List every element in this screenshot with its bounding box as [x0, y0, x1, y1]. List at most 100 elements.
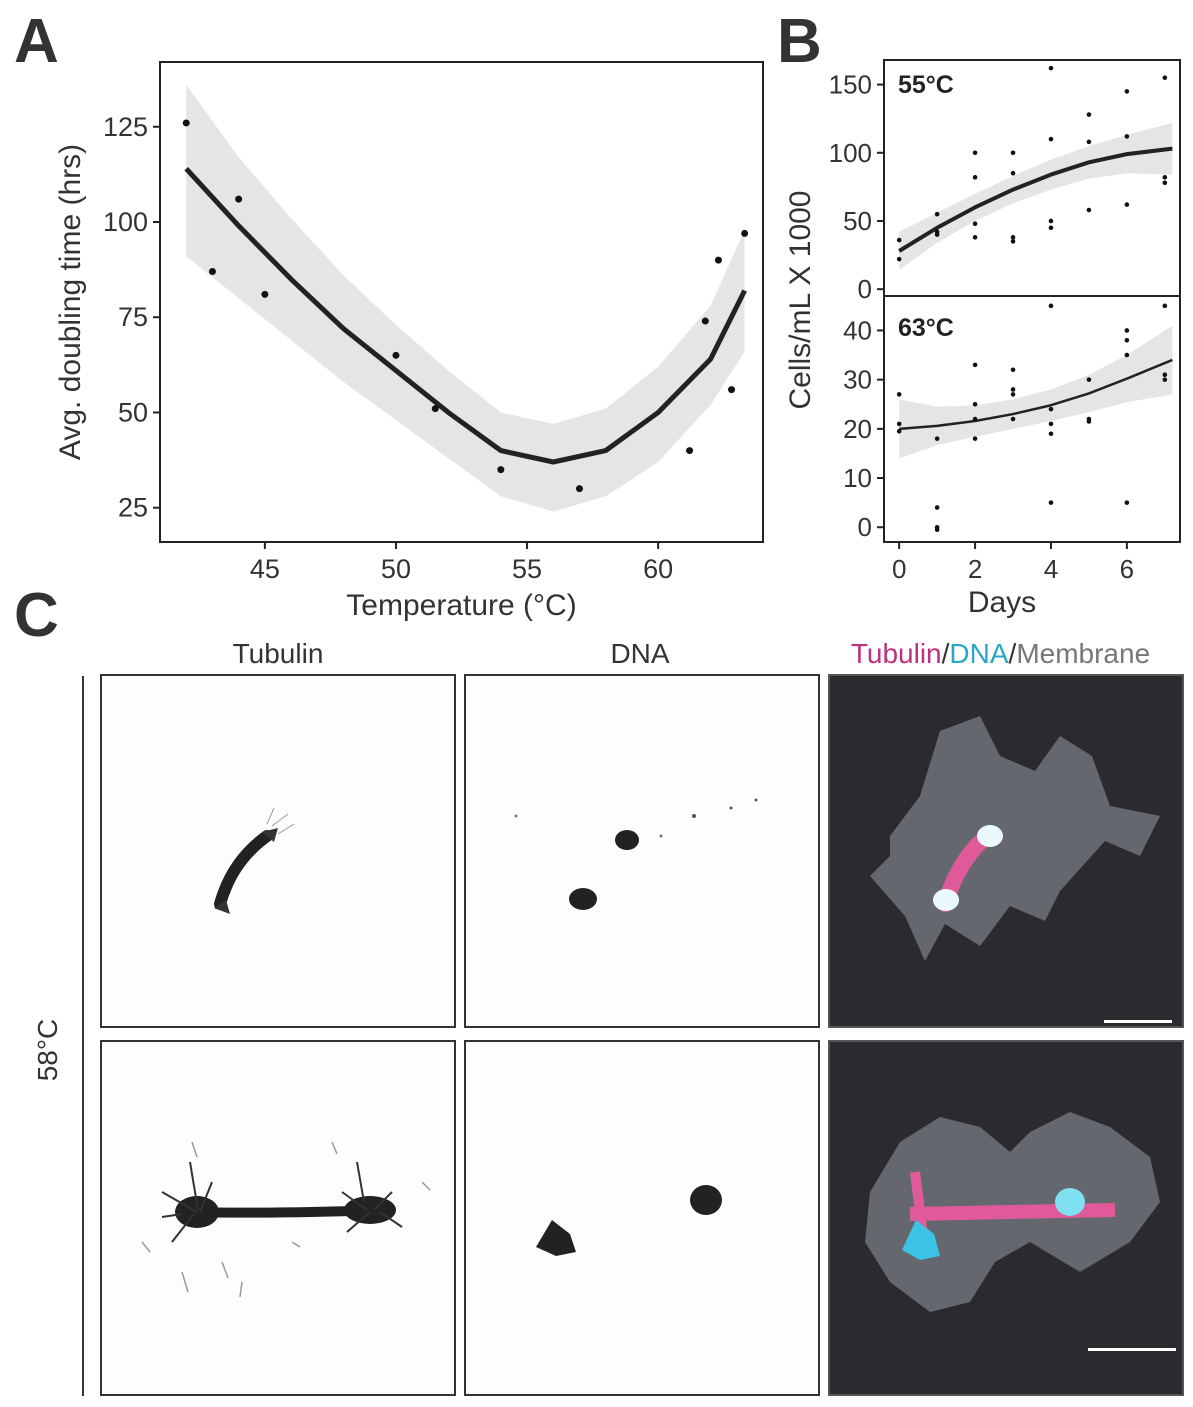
data-point-14	[1010, 416, 1016, 422]
data-point-29	[1162, 377, 1168, 382]
chart-b: 0 50 100 150 0 10 20 30 40 0 2 4 6 55°C 63°C Days Cells/…	[784, 59, 1181, 619]
data-point-18	[1048, 431, 1054, 437]
data-point-9	[972, 416, 978, 422]
x-tick-label-2: 2	[968, 554, 982, 584]
data-point-15	[1048, 303, 1054, 309]
data-point-1	[896, 256, 902, 262]
x-tick-label-0: 0	[892, 554, 906, 584]
data-point-10	[972, 436, 978, 441]
confidence-band	[899, 325, 1173, 459]
data-point-1	[896, 421, 902, 427]
data-point-2	[896, 429, 902, 434]
data-point-14	[1048, 136, 1054, 142]
data-point-12	[741, 229, 749, 237]
data-point-19	[1086, 207, 1092, 213]
data-point-6	[497, 466, 505, 474]
y-tick-label-40: 40	[843, 315, 872, 345]
y-axis-label-cells: Cells/mL X 1000	[784, 191, 817, 410]
micrograph-dna-row1	[464, 674, 820, 1028]
data-point-8	[972, 235, 978, 240]
data-point-11	[1010, 367, 1016, 373]
merge-title-dna: DNA	[949, 638, 1009, 669]
x-tick-label-45: 45	[250, 554, 280, 584]
data-point-6	[972, 175, 978, 180]
data-point-0	[182, 119, 190, 127]
y-tick-label-125: 125	[103, 112, 148, 142]
data-point-23	[1162, 75, 1168, 81]
x-tick-label-60: 60	[643, 554, 673, 584]
fit-line	[898, 146, 1173, 253]
plot-frame	[159, 61, 764, 543]
y-tick-label-100: 100	[829, 138, 872, 168]
data-point-21	[1124, 134, 1130, 139]
y-tick-label-0: 0	[858, 512, 872, 542]
panel-label-c: C	[14, 581, 59, 650]
scale-bar	[1088, 1348, 1176, 1351]
data-point-27	[1162, 303, 1168, 309]
confidence-band	[186, 84, 745, 512]
data-point-13	[1048, 65, 1054, 71]
data-point-23	[1124, 328, 1130, 333]
micrograph-merge-row2	[828, 1040, 1184, 1396]
data-point-9	[701, 317, 709, 325]
micrograph-dna-row2	[464, 1040, 820, 1396]
row-label-58c: 58°C	[32, 1018, 63, 1082]
y-tick-label-30: 30	[843, 365, 872, 395]
x-tick-label-55: 55	[512, 554, 542, 584]
tubulin-spindle-long	[141, 1141, 431, 1298]
data-point-11	[728, 386, 736, 394]
data-point-7	[972, 362, 978, 368]
data-point-10	[1010, 170, 1016, 176]
data-point-10	[714, 256, 722, 264]
data-point-13	[1010, 392, 1016, 397]
y-tick-label-50: 50	[118, 397, 148, 427]
x-axis-label: Temperature (°C)	[346, 589, 576, 622]
data-point-3	[261, 290, 269, 298]
fit-line	[899, 358, 1173, 431]
data-point-25	[1124, 352, 1130, 358]
data-point-25	[1162, 180, 1168, 186]
data-point-0	[896, 237, 902, 243]
micrograph-merge-row1	[828, 674, 1184, 1028]
data-point-4	[934, 505, 940, 510]
panel-label-a: A	[14, 7, 59, 76]
col-title-tubulin: Tubulin	[232, 638, 324, 669]
data-point-5	[972, 150, 978, 156]
merge-title-sep1: /	[941, 638, 950, 669]
data-point-17	[1086, 112, 1092, 117]
data-point-4	[392, 351, 400, 359]
y-tick-label-50: 50	[843, 206, 872, 236]
x-tick-label-6: 6	[1120, 554, 1134, 584]
data-point-22	[1124, 202, 1130, 207]
y-tick-label-100: 100	[103, 207, 148, 237]
confidence-band	[899, 122, 1173, 271]
data-point-20	[1086, 377, 1092, 382]
data-point-17	[1048, 421, 1054, 427]
data-point-9	[1010, 150, 1016, 156]
data-point-24	[1124, 337, 1130, 343]
plot-frame	[883, 295, 1181, 543]
data-point-20	[1124, 89, 1130, 94]
col-title-dna: DNA	[610, 638, 670, 669]
data-point-19	[1048, 500, 1054, 505]
x-axis-label-days: Days	[968, 586, 1036, 619]
merge-cell-row2	[865, 1112, 1176, 1351]
data-point-7	[575, 485, 583, 493]
micrograph-tubulin-row2	[100, 1040, 456, 1396]
y-tick-label-20: 20	[843, 414, 872, 444]
data-point-0	[896, 392, 902, 397]
data-point-26	[1124, 500, 1130, 505]
x-tick-label-50: 50	[381, 554, 411, 584]
merge-title-tubulin: Tubulin	[850, 638, 942, 669]
data-point-16	[1048, 406, 1054, 412]
panel-label-b: B	[777, 7, 822, 76]
data-point-18	[1086, 139, 1092, 145]
data-point-1	[208, 268, 216, 276]
row-bracket-line	[82, 676, 84, 1396]
chart-a: 25 50 75 100 125 45 50 55 60 Temperature (°C) Avg.…	[54, 61, 764, 622]
x-tick-label-4: 4	[1044, 554, 1058, 584]
data-point-8	[972, 401, 978, 407]
fit-line	[184, 166, 747, 465]
merge-title-membrane: Membrane	[1016, 638, 1151, 669]
facet-label-55c: 55°C	[898, 71, 954, 99]
